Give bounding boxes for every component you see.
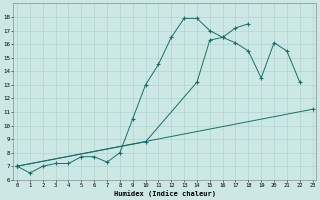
X-axis label: Humidex (Indice chaleur): Humidex (Indice chaleur) xyxy=(114,190,216,197)
